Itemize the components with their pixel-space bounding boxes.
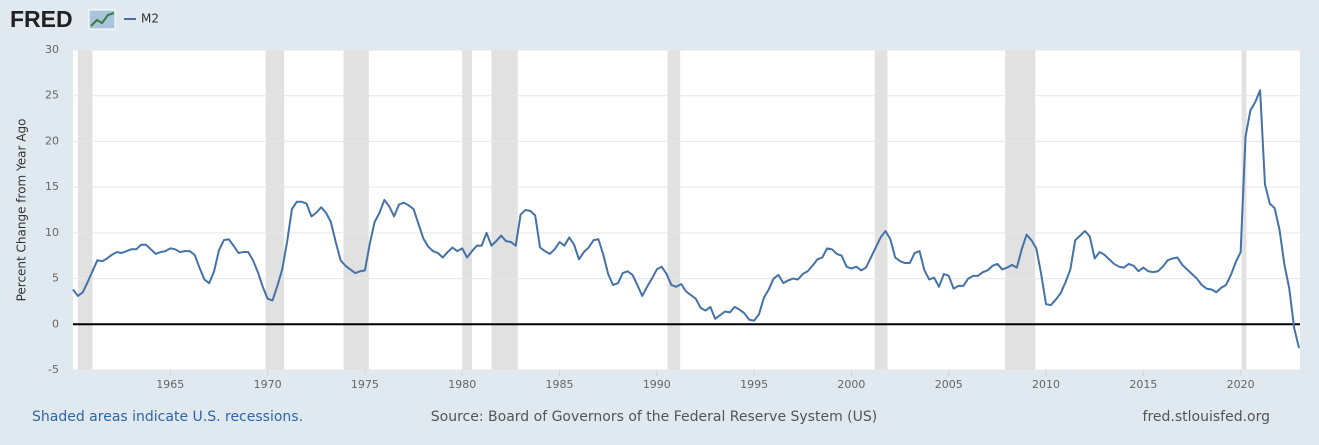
- x-tick-label: 2015: [1129, 378, 1157, 391]
- x-tick-label: 1995: [740, 378, 768, 391]
- legend-label: M2: [141, 12, 159, 26]
- footer-note: Shaded areas indicate U.S. recessions.: [32, 409, 303, 425]
- recession-band: [1005, 50, 1036, 370]
- footer-source: Source: Board of Governors of the Federa…: [431, 409, 877, 425]
- x-tick-label: 1975: [351, 378, 379, 391]
- recession-band: [667, 50, 681, 370]
- y-axis-label: Percent Change from Year Ago: [15, 119, 29, 302]
- x-tick-label: 2010: [1032, 378, 1060, 391]
- recession-band: [462, 50, 472, 370]
- x-tick-label: 1965: [156, 378, 184, 391]
- recession-band: [343, 50, 369, 370]
- recession-band: [1241, 50, 1247, 370]
- y-tick-label: 20: [45, 134, 59, 147]
- footer-url: fred.stlouisfed.org: [1143, 409, 1270, 425]
- brand-icon: [88, 9, 116, 30]
- brand: FRED: [10, 6, 73, 32]
- x-tick-label: 2000: [837, 378, 865, 391]
- recession-band: [491, 50, 518, 370]
- y-tick-label: 15: [45, 180, 59, 193]
- x-tick-label: 1980: [448, 378, 476, 391]
- y-tick-label: 0: [52, 317, 59, 330]
- x-tick-label: 2005: [935, 378, 963, 391]
- plot-area: [73, 50, 1300, 370]
- y-tick-label: 10: [45, 226, 59, 239]
- y-tick-label: 25: [45, 89, 59, 102]
- recession-band: [265, 50, 285, 370]
- recession-band: [874, 50, 888, 370]
- recession-band: [77, 50, 93, 370]
- y-tick-label: 30: [45, 43, 59, 56]
- x-tick-label: 1990: [643, 378, 671, 391]
- y-tick-label: 5: [52, 272, 59, 285]
- x-tick-label: 1970: [254, 378, 282, 391]
- y-tick-label: -5: [48, 363, 59, 376]
- x-tick-label: 1985: [546, 378, 574, 391]
- x-tick-label: 2020: [1227, 378, 1255, 391]
- series-line: [72, 89, 1301, 349]
